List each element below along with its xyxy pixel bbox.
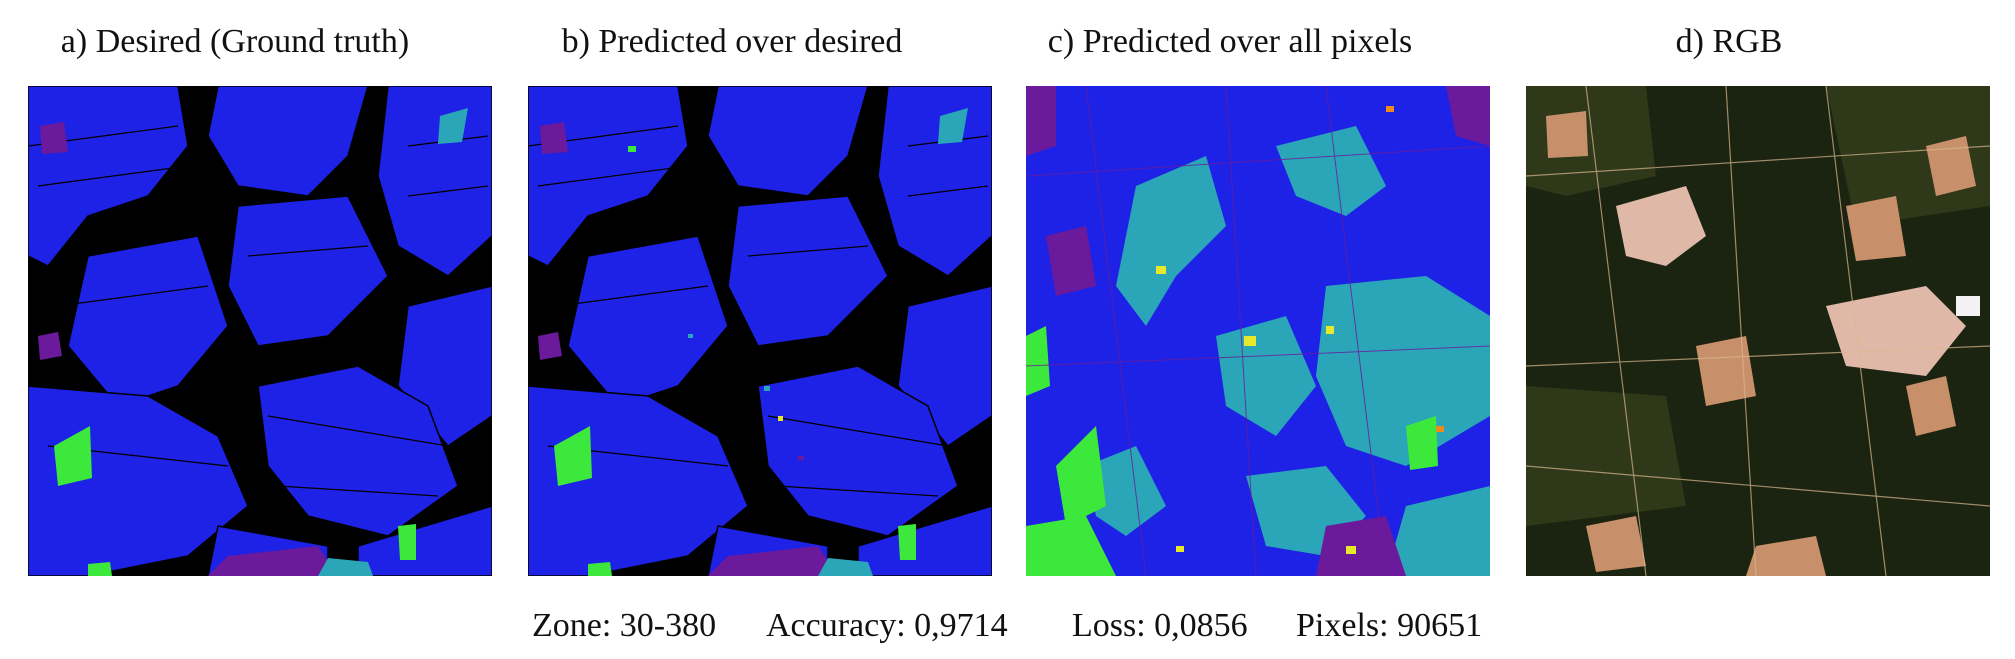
panel-c-title: c) Predicted over all pixels	[1047, 23, 1413, 60]
loss-label: Loss: 0,0856	[1072, 607, 1248, 644]
panel-b-predicted-over-desired-image	[528, 86, 992, 576]
panel-a-ground-truth-image	[28, 86, 492, 576]
panel-d-title: d) RGB	[1675, 23, 1783, 60]
panel-c-predicted-over-all-pixels-image	[1026, 86, 1490, 576]
panel-b-title: b) Predicted over desired	[561, 23, 903, 60]
pixels-label: Pixels: 90651	[1296, 607, 1483, 644]
accuracy-label: Accuracy: 0,9714	[766, 607, 1008, 644]
panel-d-rgb-image	[1526, 86, 1990, 576]
zone-label: Zone: 30-380	[532, 607, 717, 644]
panel-a-title: a) Desired (Ground truth)	[60, 23, 410, 60]
